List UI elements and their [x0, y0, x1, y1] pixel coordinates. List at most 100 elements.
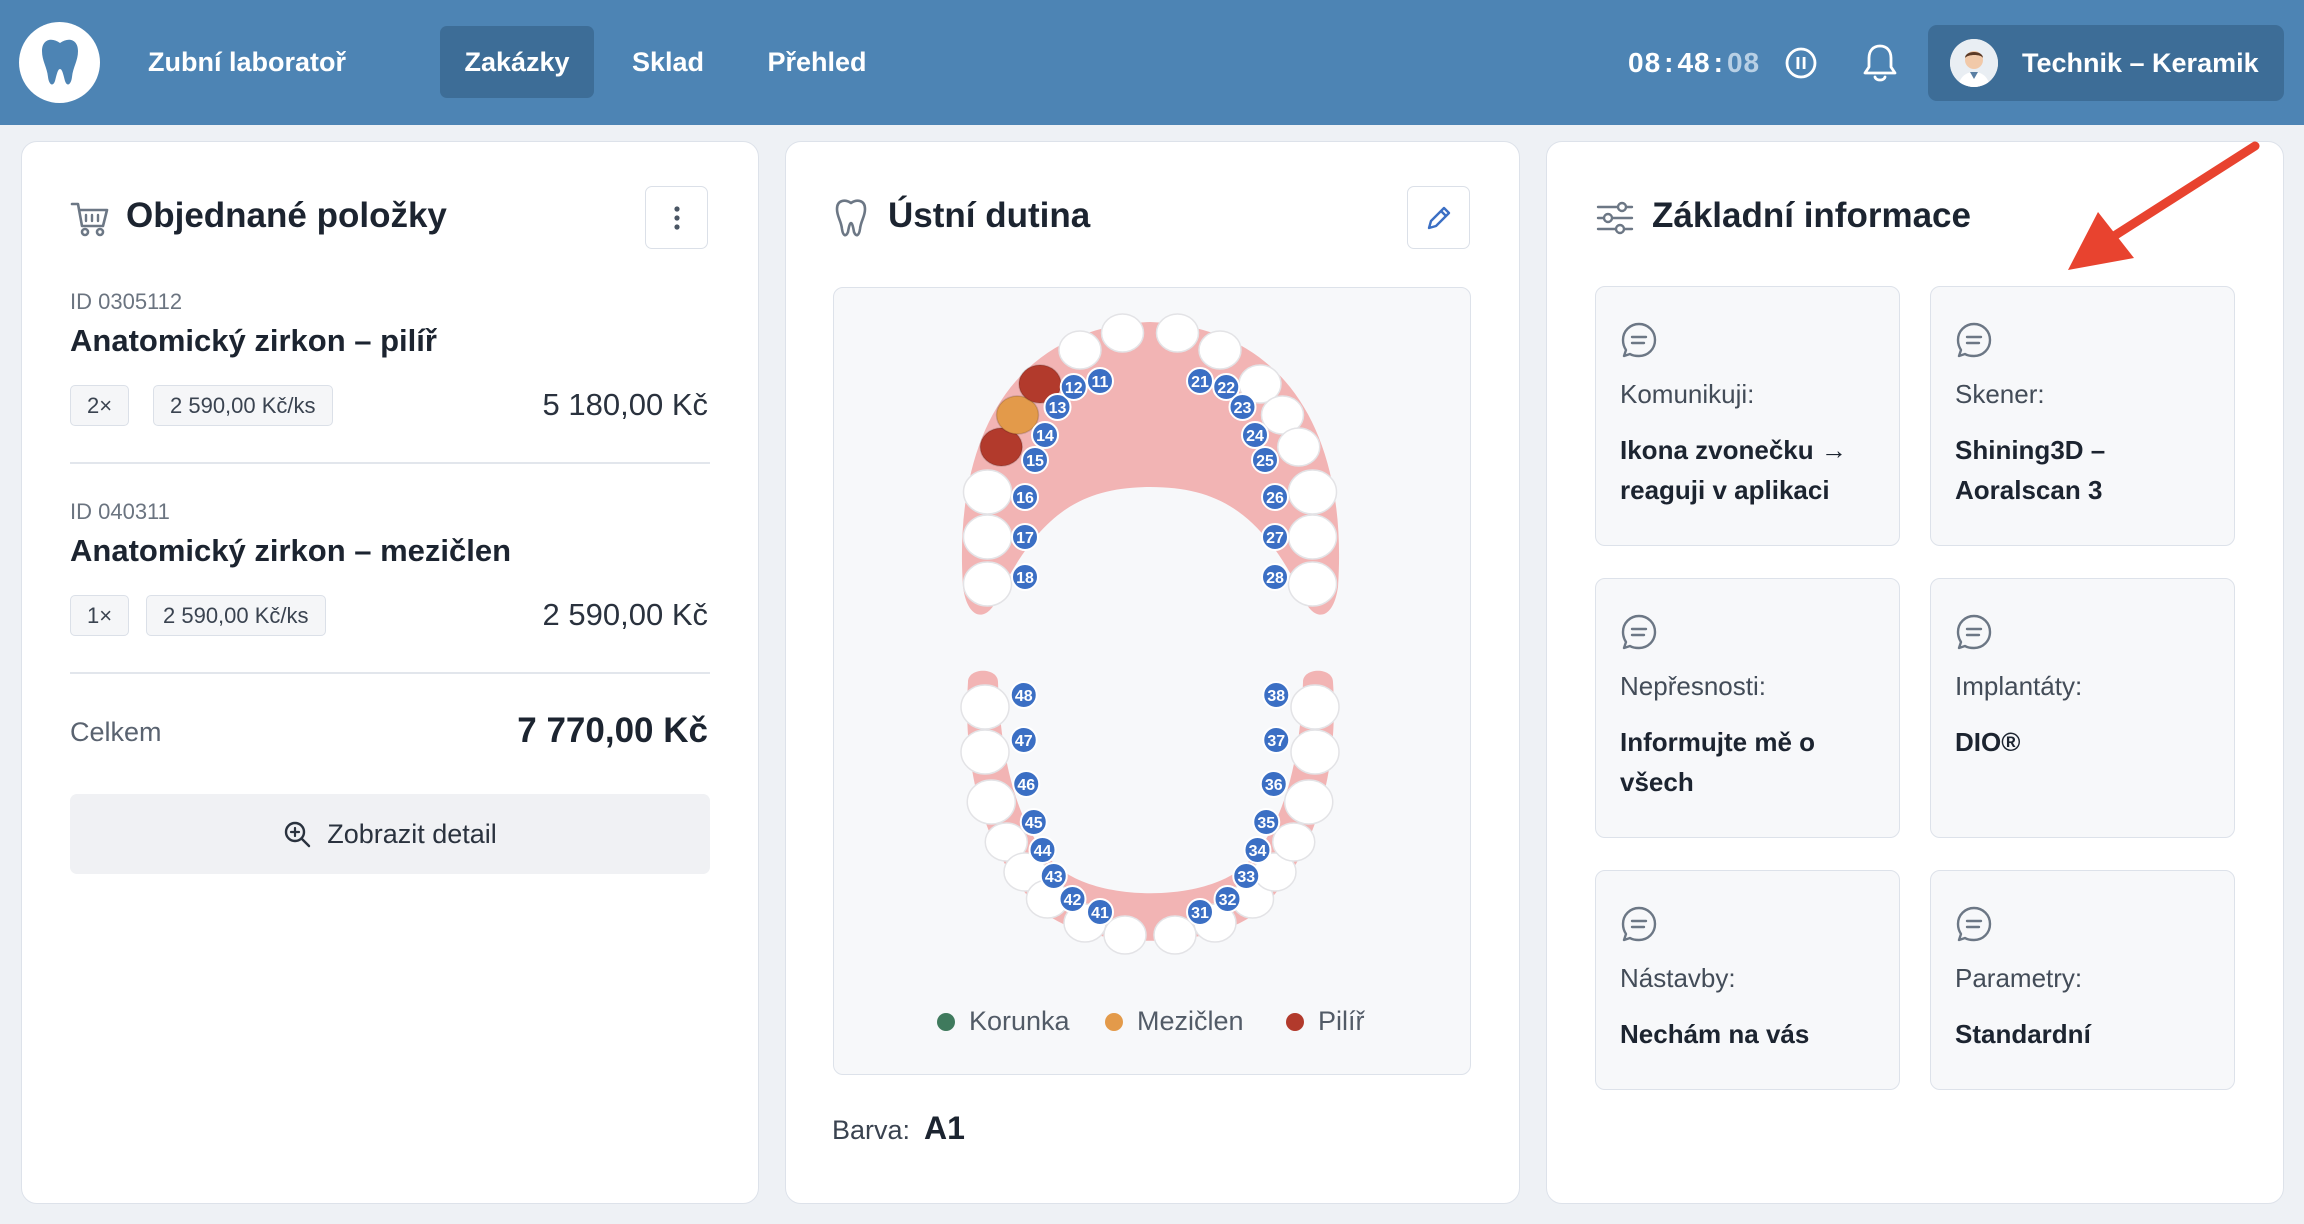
tooth-12[interactable] — [1058, 330, 1102, 370]
tooth-number-badge[interactable]: 41 — [1086, 898, 1114, 926]
sliders-icon — [1596, 201, 1634, 240]
tooth-number-badge[interactable]: 27 — [1261, 523, 1289, 551]
tooth-badge-circle — [1186, 898, 1214, 926]
total-label: Celkem — [70, 717, 162, 747]
tooth-number-badge[interactable]: 43 — [1039, 862, 1068, 890]
tooth-number-badge[interactable]: 48 — [1009, 681, 1038, 709]
tooth-22[interactable] — [1198, 330, 1242, 370]
tooth-badge-circle — [1086, 898, 1114, 926]
tooth-number-badge[interactable]: 25 — [1251, 446, 1279, 474]
tooth-35[interactable] — [1272, 822, 1316, 862]
tile-label: Nepřesnosti: — [1620, 671, 1766, 701]
tooth-number-badge[interactable]: 31 — [1186, 898, 1214, 926]
tooth-number-badge[interactable]: 26 — [1261, 483, 1289, 511]
pause-icon[interactable] — [1784, 46, 1818, 85]
tooth-number: 42 — [1064, 892, 1082, 909]
nav-overview[interactable]: Přehled — [767, 46, 867, 77]
tooth-number-badge[interactable]: 22 — [1212, 373, 1241, 401]
tooth-31[interactable] — [1153, 915, 1197, 955]
tooth-number-badge[interactable]: 11 — [1086, 367, 1114, 395]
tooth-45[interactable] — [984, 822, 1028, 862]
tooth-number-badge[interactable]: 15 — [1021, 446, 1049, 474]
tooth-badge-circle — [1012, 770, 1041, 798]
tooth-28[interactable] — [1287, 561, 1338, 607]
app-name[interactable]: Zubní laboratoř — [148, 47, 346, 77]
tooth-36[interactable] — [1284, 779, 1334, 825]
tooth-number-badge[interactable]: 13 — [1043, 393, 1072, 421]
tooth-number-badge[interactable]: 47 — [1009, 726, 1038, 754]
timer-separator: : — [1664, 46, 1675, 78]
tooth-number-badge[interactable]: 16 — [1011, 483, 1039, 511]
nav-warehouse[interactable]: Sklad — [631, 46, 705, 77]
tooth-18[interactable] — [962, 561, 1013, 607]
tooth-number-badge[interactable]: 24 — [1241, 421, 1269, 449]
tooth-number-badge[interactable]: 37 — [1262, 726, 1291, 754]
tooth-number-badge[interactable]: 36 — [1259, 770, 1288, 798]
tooth-badge-circle — [1011, 563, 1039, 591]
nav-orders[interactable]: Zakázky — [440, 26, 594, 98]
tile-value: Standardní — [1955, 1019, 2091, 1049]
tooth-number-badge[interactable]: 44 — [1028, 836, 1057, 864]
tooth-badge-circle — [1043, 393, 1072, 421]
tooth-number-badge[interactable]: 17 — [1011, 523, 1039, 551]
tooth-number-badge[interactable]: 12 — [1059, 373, 1088, 401]
legend-label: Mezičlen — [1137, 1006, 1244, 1036]
tooth-27[interactable] — [1287, 514, 1338, 560]
tooth-47[interactable] — [960, 729, 1010, 775]
info-tile-communication: Komunikuji: Ikona zvonečku → reaguji v a… — [1595, 286, 1900, 546]
tooth-15[interactable] — [979, 427, 1023, 467]
tooth-number: 43 — [1045, 869, 1063, 886]
tooth-number-badge[interactable]: 42 — [1058, 885, 1087, 913]
tooth-38[interactable] — [1290, 684, 1340, 730]
edit-button[interactable] — [1407, 186, 1470, 249]
tooth-48[interactable] — [960, 684, 1010, 730]
tooth-badge-circle — [1262, 726, 1291, 754]
tooth-badge-circle — [1011, 483, 1039, 511]
lower-gum — [967, 670, 1334, 941]
tooth-number-layer: 18 17 16 15 14 13 12 11 21 22 23 24 25 26 27 28 48 47 46 45… — [1009, 367, 1291, 926]
tooth-number: 26 — [1266, 490, 1284, 507]
tooth-number-badge[interactable]: 28 — [1261, 563, 1289, 591]
tooth-badge-circle — [1031, 421, 1059, 449]
show-detail-button[interactable]: Zobrazit detail — [70, 794, 710, 874]
tooth-number-badge[interactable]: 34 — [1243, 836, 1272, 864]
tooth-number: 24 — [1246, 428, 1264, 445]
legend-dot — [1286, 1012, 1304, 1031]
tooth-number-badge[interactable]: 35 — [1252, 808, 1281, 836]
tooth-number-badge[interactable]: 23 — [1228, 393, 1257, 421]
tooth-26[interactable] — [1287, 469, 1338, 515]
tooth-number-badge[interactable]: 46 — [1012, 770, 1041, 798]
tooth-number-badge[interactable]: 14 — [1031, 421, 1059, 449]
tooth-number: 13 — [1049, 400, 1067, 417]
pencil-icon — [1427, 206, 1450, 229]
tooth-badge-circle — [1039, 862, 1068, 890]
tooth-46[interactable] — [966, 779, 1016, 825]
item-quantity-badge: 1× — [70, 595, 130, 636]
tooth-number-badge[interactable]: 32 — [1213, 885, 1242, 913]
more-options-button[interactable] — [645, 186, 708, 249]
tooth-11[interactable] — [1100, 313, 1145, 353]
tooth-number-badge[interactable]: 18 — [1011, 563, 1039, 591]
chat-icon — [1620, 905, 1658, 948]
tooth-number-badge[interactable]: 45 — [1019, 808, 1048, 836]
tooth-17[interactable] — [962, 514, 1013, 560]
tooth-number: 44 — [1034, 843, 1052, 860]
tooth-41[interactable] — [1103, 915, 1147, 955]
tooth-14[interactable] — [995, 395, 1040, 435]
tooth-21[interactable] — [1155, 313, 1200, 353]
user-menu-button[interactable]: Technik – Keramik — [1928, 25, 2284, 101]
tooth-number-badge[interactable]: 38 — [1262, 681, 1291, 709]
total-value: 7 770,00 Kč — [517, 711, 708, 750]
tooth-badge-circle — [1019, 808, 1048, 836]
tooth-16[interactable] — [962, 469, 1013, 515]
tooth-number-badge[interactable]: 21 — [1186, 367, 1214, 395]
bell-icon[interactable] — [1862, 42, 1898, 89]
basic-info-title: Základní informace — [1652, 196, 1971, 235]
tooth-37[interactable] — [1290, 729, 1340, 775]
tooth-badge-circle — [1028, 836, 1057, 864]
divider — [70, 672, 710, 674]
tooth-badge-circle — [1241, 421, 1269, 449]
tooth-25[interactable] — [1277, 427, 1321, 467]
tooth-logo-icon[interactable] — [19, 22, 100, 103]
tooth-number-badge[interactable]: 33 — [1232, 862, 1261, 890]
